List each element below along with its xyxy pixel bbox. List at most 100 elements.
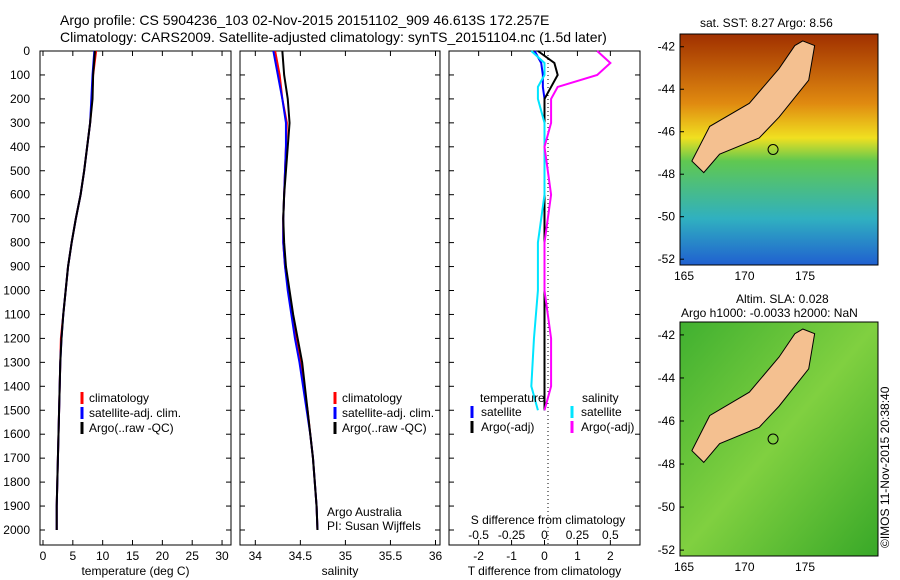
y-tick-label: 1800 [3, 475, 30, 489]
x-tick-label: -2 [473, 549, 484, 563]
legend-label: Argo(-adj) [481, 420, 534, 434]
map-lat-label: -42 [658, 328, 676, 342]
map-lat-label: -52 [658, 543, 676, 557]
y-tick-label: 1300 [3, 355, 30, 369]
series-line-satellite-adj-clim- [272, 50, 319, 531]
map-lat-label: -46 [658, 125, 676, 139]
note: PI: Susan Wijffels [327, 519, 421, 533]
legend-label: climatology [342, 391, 402, 405]
title-line1: Argo profile: CS 5904236_103 02-Nov-2015… [60, 12, 550, 28]
map-lat-label: -42 [658, 40, 676, 54]
y-tick-label: 1200 [3, 331, 30, 345]
y-tick-label: 1500 [3, 403, 30, 417]
x2-tick-label: -0.25 [498, 528, 526, 542]
y-tick-label: 1100 [4, 307, 30, 321]
map-lat-label: -46 [658, 414, 676, 428]
y-tick-label: 300 [10, 116, 30, 130]
credit: ©IMOS 11-Nov-2015 20:38:40 [878, 386, 892, 548]
x-tick-label: 10 [96, 549, 110, 563]
map-lon-label: 165 [674, 560, 694, 574]
map-lat-label: -44 [658, 371, 676, 385]
x-tick-label: 1 [574, 549, 581, 563]
sla-map-title1: Altim. SLA: 0.028 [736, 292, 829, 306]
y-tick-label: 1600 [3, 427, 30, 441]
x2-tick-label: 0.5 [602, 528, 619, 542]
map-lon-label: 165 [674, 269, 694, 283]
map-lon-label: 175 [795, 269, 815, 283]
legend-label: Argo(..raw -QC) [89, 421, 174, 435]
y-tick-label: 800 [10, 236, 30, 250]
map-lon-label: 170 [734, 560, 754, 574]
y-tick-label: 200 [10, 92, 30, 106]
x2-tick-label: -0.5 [468, 528, 489, 542]
map-lon-label: 175 [795, 560, 815, 574]
argo-location-marker [767, 433, 779, 445]
x-tick-label: 2 [607, 549, 614, 563]
y-tick-label: 900 [10, 260, 30, 274]
y-tick-label: 600 [10, 188, 30, 202]
map-lon-label: 170 [734, 269, 754, 283]
legend-label: Argo(-adj) [581, 420, 634, 434]
series-line-Argo-raw-QC- [55, 50, 96, 530]
y-tick-label: 2000 [3, 523, 30, 537]
legend-label: climatology [89, 391, 149, 405]
legend-label: satellite-adj. clim. [89, 406, 181, 420]
legend-label: satellite [481, 405, 522, 419]
sla-map-title2: Argo h1000: -0.0033 h2000: NaN [681, 306, 858, 320]
series-line-climatology [274, 50, 319, 531]
legend-label: Argo(..raw -QC) [342, 421, 427, 435]
x-axis-label: temperature (deg C) [81, 564, 189, 578]
y-tick-label: 500 [10, 164, 30, 178]
x-tick-label: 30 [215, 549, 229, 563]
x-tick-label: 36 [429, 549, 443, 563]
legend-label: satellite [581, 405, 622, 419]
note: Argo Australia [327, 505, 402, 519]
map-lat-label: -48 [658, 457, 676, 471]
y-tick-label: 0 [23, 44, 30, 58]
y-tick-label: 1700 [3, 451, 30, 465]
plot-frame-0 [39, 50, 232, 546]
map-lat-label: -52 [658, 252, 676, 266]
map-lat-label: -50 [658, 500, 676, 514]
y-tick-label: 700 [10, 212, 30, 226]
plot-frame-1 [239, 50, 441, 546]
new-zealand-land [691, 40, 816, 174]
title-line2: Climatology: CARS2009. Satellite-adjuste… [60, 29, 607, 45]
y-tick-label: 100 [10, 68, 30, 82]
x2-axis-label: S difference from climatology [471, 513, 626, 527]
x2-tick-label: 0 [541, 528, 548, 542]
series-line-salinity-Argo-adj- [543, 50, 612, 411]
x-tick-label: 0 [40, 549, 47, 563]
x2-tick-label: 0.25 [566, 528, 590, 542]
x-tick-label: 20 [156, 549, 170, 563]
x-tick-label: 35 [339, 549, 353, 563]
x-tick-label: 5 [69, 549, 76, 563]
x-tick-label: 34.5 [289, 549, 313, 563]
sst-map-title: sat. SST: 8.27 Argo: 8.56 [700, 16, 833, 30]
legend-title: temperature [480, 391, 545, 405]
map-lat-label: -44 [658, 82, 676, 96]
series-line-satellite-adj-clim- [55, 50, 96, 530]
x-axis-label: salinity [322, 564, 359, 578]
legend-label: satellite-adj. clim. [342, 406, 434, 420]
x-tick-label: 35.5 [379, 549, 403, 563]
x-tick-label: 25 [186, 549, 200, 563]
x-tick-label: -1 [506, 549, 517, 563]
x-tick-label: 15 [126, 549, 140, 563]
map-lat-label: -50 [658, 210, 676, 224]
series-line-temperature-Argo-adj- [537, 50, 559, 411]
x-tick-label: 34 [249, 549, 263, 563]
x-tick-label: 0 [541, 549, 548, 563]
legend-title: salinity [582, 391, 619, 405]
y-tick-label: 1900 [3, 499, 30, 513]
argo-location-marker [767, 144, 779, 155]
y-tick-label: 400 [10, 140, 30, 154]
y-tick-label: 1400 [3, 379, 30, 393]
series-line-Argo-raw-QC- [281, 50, 319, 531]
map-lat-label: -48 [658, 167, 676, 181]
new-zealand-land [691, 328, 816, 464]
y-tick-label: 1000 [3, 284, 30, 298]
series-line-salinity-satellite [530, 50, 546, 411]
x-axis-label: T difference from climatology [468, 564, 622, 578]
